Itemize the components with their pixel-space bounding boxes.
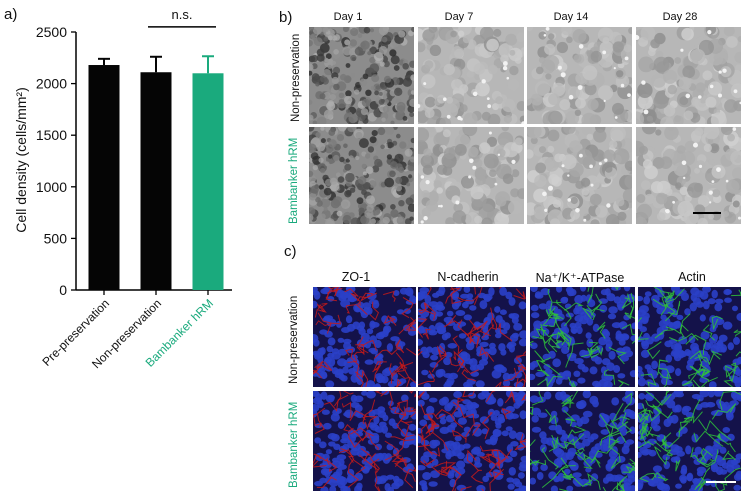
- panel-c-letter: c): [284, 243, 297, 260]
- y-tick-label: 1000: [36, 179, 67, 195]
- y-tick-label: 2000: [36, 76, 67, 92]
- if-image-non-preservation-na-k-atpase: [530, 287, 635, 387]
- phase-image-bambanker-day-14: [527, 127, 632, 224]
- if-image-bambanker-na-k-atpase: [530, 391, 635, 491]
- y-tick-label: 1500: [36, 127, 67, 143]
- column-label-day-1: Day 1: [333, 11, 363, 23]
- bar-3: [192, 73, 224, 290]
- bar-1: [88, 65, 120, 290]
- if-image-non-preservation-zo1: [313, 287, 416, 387]
- if-image-bambanker-zo1: [313, 391, 416, 491]
- bar-2: [140, 72, 172, 290]
- if-image-bambanker-actin: [638, 391, 741, 491]
- panel-a-letter: a): [4, 6, 18, 23]
- y-tick-label: 500: [44, 230, 68, 246]
- phase-image-bambanker-day-28: [636, 127, 741, 224]
- y-tick-label: 0: [59, 282, 67, 298]
- scale-bar-b: [693, 212, 721, 214]
- scale-bar-c: [706, 481, 736, 483]
- if-image-non-preservation-n-cadherin: [418, 287, 526, 387]
- phase-image-non-preservation-day-7: [418, 27, 524, 124]
- if-image-non-preservation-actin: [638, 287, 741, 387]
- y-tick-label: 2500: [36, 24, 67, 40]
- significance-label: n.s.: [172, 7, 193, 22]
- phase-image-non-preservation-day-1: [309, 27, 414, 124]
- column-label-day-7: Day 7: [444, 11, 474, 23]
- phase-image-bambanker-day-7: [418, 127, 524, 224]
- panel-b-letter: b): [279, 9, 293, 26]
- row-label-bambanker-b: Bambanker hRM: [288, 137, 300, 224]
- phase-image-non-preservation-day-14: [527, 27, 632, 124]
- column-label-na-k-atpase: Na⁺/K⁺-ATPase: [535, 271, 625, 285]
- row-label-non-preservation-b: Non-preservation: [290, 33, 302, 122]
- column-label-actin: Actin: [678, 270, 706, 284]
- if-image-bambanker-n-cadherin: [418, 391, 526, 491]
- column-label-zo1: ZO-1: [341, 270, 371, 284]
- cell-density-bar-chart: 05001000150020002500Pre-preservationNon-…: [13, 7, 232, 371]
- row-label-bambanker-c: Bambanker hRM: [288, 401, 300, 488]
- phase-image-non-preservation-day-28: [636, 27, 741, 124]
- phase-image-bambanker-day-1: [309, 127, 414, 224]
- row-label-non-preservation-c: Non-preservation: [288, 295, 300, 384]
- column-label-day-14: Day 14: [553, 11, 589, 23]
- column-label-day-28: Day 28: [662, 11, 698, 23]
- column-label-n-cadherin: N-cadherin: [437, 270, 499, 284]
- y-axis-label: Cell density (cells/mm²): [13, 87, 29, 232]
